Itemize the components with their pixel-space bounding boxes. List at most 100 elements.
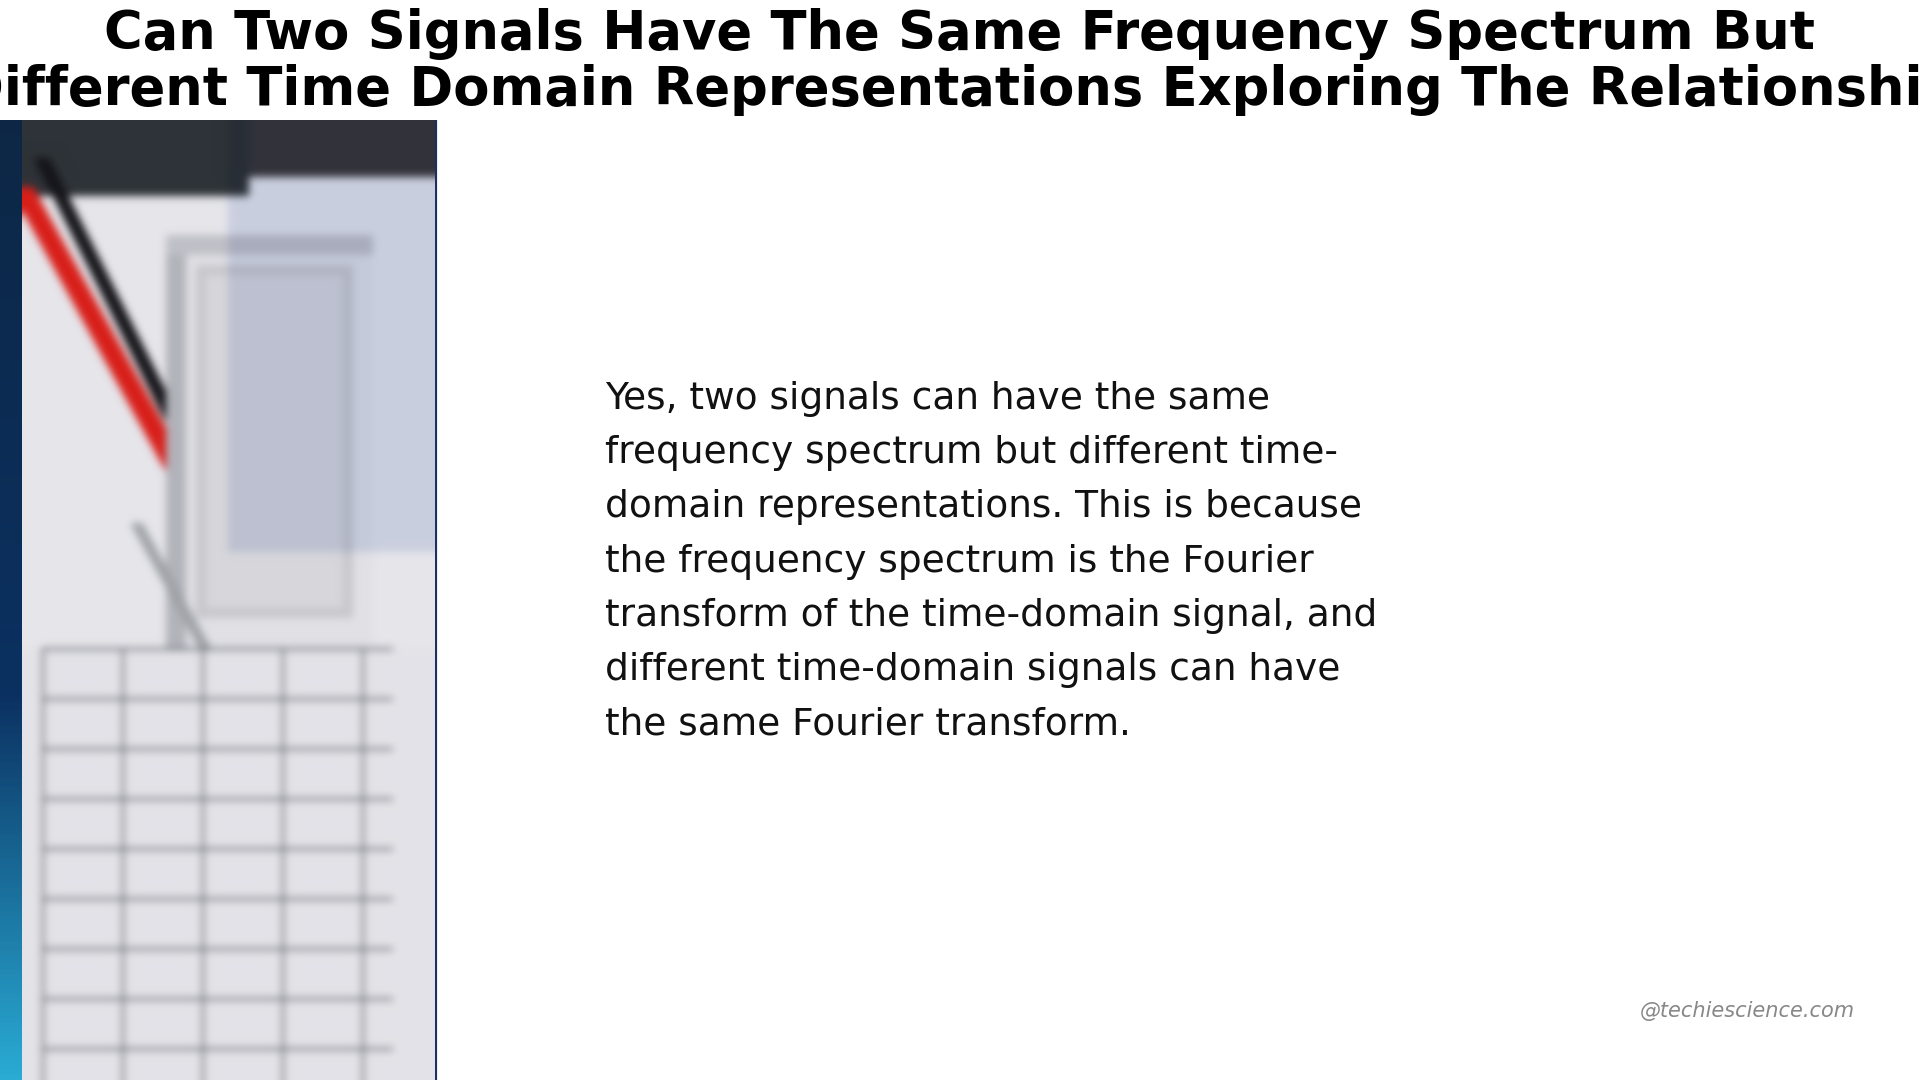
Bar [0, 581, 21, 585]
Bar [0, 293, 21, 298]
Bar [0, 946, 21, 950]
Bar [0, 854, 21, 860]
Bar [0, 168, 21, 173]
Bar [0, 734, 21, 739]
Bar [0, 369, 21, 375]
Bar [0, 489, 21, 495]
Bar [0, 269, 21, 273]
Bar [0, 187, 21, 192]
Bar [0, 730, 21, 734]
Bar [0, 240, 21, 245]
Bar [0, 696, 21, 701]
Bar [0, 878, 21, 883]
Bar [0, 715, 21, 720]
Bar [0, 705, 21, 711]
Bar [0, 974, 21, 980]
Bar [0, 389, 21, 393]
Bar [0, 341, 21, 346]
Bar [0, 403, 21, 408]
Bar [0, 595, 21, 600]
Bar [0, 720, 21, 725]
Bar [0, 183, 21, 187]
Bar [0, 509, 21, 514]
Bar [0, 279, 21, 283]
Bar [0, 1041, 21, 1047]
Bar [0, 984, 21, 989]
Bar [0, 576, 21, 581]
Bar [0, 605, 21, 609]
Bar [0, 552, 21, 557]
Bar [0, 298, 21, 302]
Bar [0, 226, 21, 230]
Bar [0, 336, 21, 341]
Bar [0, 557, 21, 562]
Bar [0, 648, 21, 652]
Bar [0, 941, 21, 946]
Bar [0, 159, 21, 163]
Bar [0, 662, 21, 667]
Bar [0, 624, 21, 629]
Bar [0, 302, 21, 307]
Bar [0, 677, 21, 681]
Bar [0, 687, 21, 691]
Bar [0, 821, 21, 825]
Bar [0, 907, 21, 912]
Bar [0, 960, 21, 964]
Bar [0, 0, 1920, 120]
Bar [0, 442, 21, 446]
Bar [0, 307, 21, 312]
Bar [0, 316, 21, 322]
Bar [0, 350, 21, 355]
Bar [0, 393, 21, 399]
Bar [0, 927, 21, 931]
Bar [0, 874, 21, 878]
Bar [0, 149, 21, 153]
Bar [0, 644, 21, 648]
Bar [0, 778, 21, 782]
Bar [0, 638, 21, 644]
Bar [0, 230, 21, 235]
Bar [0, 548, 21, 552]
Bar [0, 249, 21, 255]
Bar [0, 864, 21, 868]
Bar [0, 504, 21, 509]
Bar [0, 860, 21, 864]
Bar [0, 125, 21, 130]
Bar [0, 471, 21, 475]
Bar [0, 1056, 21, 1061]
Bar [0, 615, 21, 619]
Bar [0, 619, 21, 624]
Bar [0, 950, 21, 955]
Bar [0, 283, 21, 288]
Bar [0, 1027, 21, 1032]
Bar [0, 936, 21, 941]
Bar [0, 332, 21, 336]
Bar [0, 744, 21, 748]
Bar [0, 375, 21, 379]
Bar [0, 787, 21, 792]
Bar [0, 1037, 21, 1041]
Bar [0, 629, 21, 634]
Bar [0, 754, 21, 758]
Bar [0, 955, 21, 960]
Bar [0, 1013, 21, 1017]
Bar [0, 134, 21, 139]
Bar [0, 970, 21, 974]
Bar [0, 163, 21, 168]
Bar [0, 1051, 21, 1056]
Bar [0, 177, 21, 183]
Bar [0, 322, 21, 326]
Bar [0, 691, 21, 696]
Bar [0, 1047, 21, 1051]
Bar [0, 538, 21, 542]
Bar [0, 917, 21, 921]
Bar [0, 1008, 21, 1013]
Text: Yes, two signals can have the same
frequency spectrum but different time-
domain: Yes, two signals can have the same frequ… [605, 381, 1377, 742]
Bar [0, 792, 21, 797]
Bar [0, 903, 21, 907]
Bar [0, 288, 21, 293]
Bar [0, 845, 21, 850]
Bar [0, 652, 21, 658]
Text: @techiescience.com: @techiescience.com [1640, 1000, 1855, 1021]
Bar [0, 273, 21, 279]
